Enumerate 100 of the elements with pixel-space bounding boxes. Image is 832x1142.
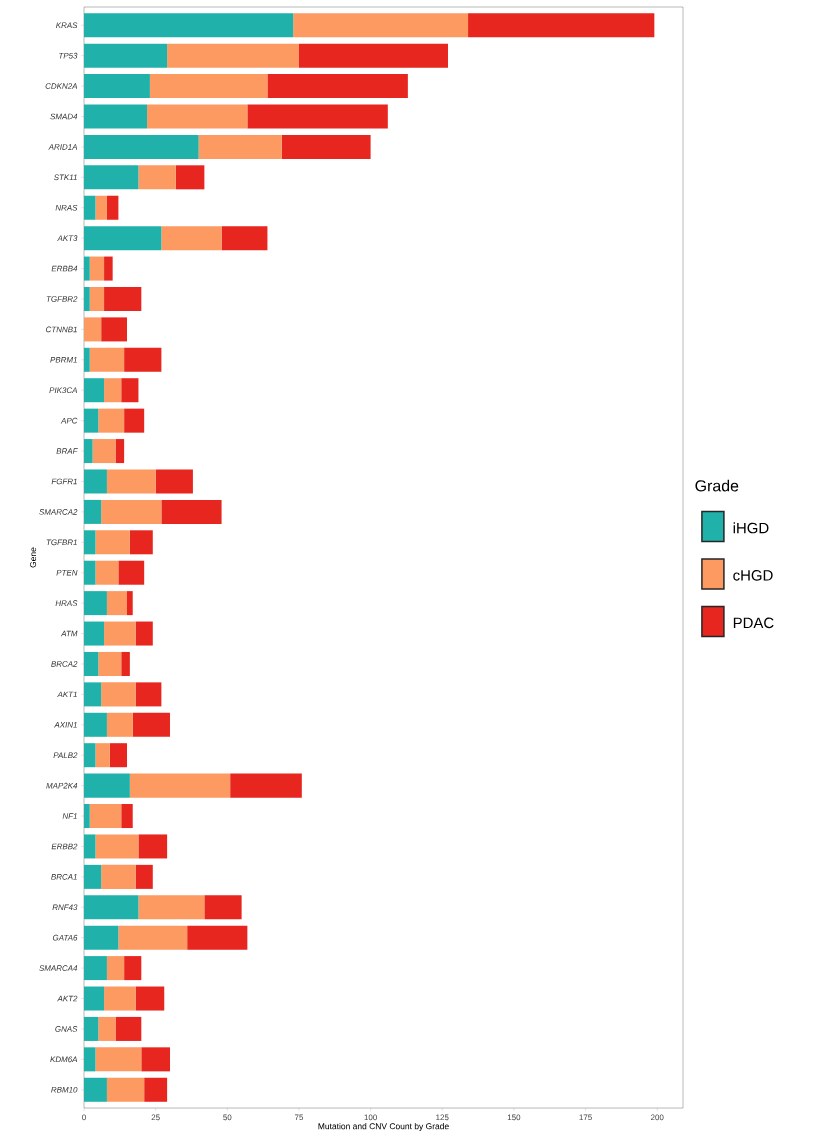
bar <box>84 651 99 676</box>
bar <box>95 834 139 859</box>
bar <box>84 104 148 129</box>
bar <box>135 682 162 707</box>
bar <box>104 286 142 311</box>
bar <box>230 773 302 798</box>
bar <box>101 864 136 889</box>
bar <box>149 74 268 99</box>
bar <box>89 256 105 281</box>
bar <box>221 226 268 251</box>
legend-title: Grade <box>695 479 739 492</box>
legend-label: PDAC <box>733 617 774 629</box>
bar <box>155 469 193 494</box>
bar <box>115 1016 142 1041</box>
bar <box>468 13 655 38</box>
bar <box>84 1016 99 1041</box>
bar <box>138 895 205 920</box>
y-axis-title: Gene <box>30 547 37 568</box>
bar <box>84 621 105 646</box>
bar <box>84 378 105 403</box>
bar <box>124 408 145 433</box>
bar <box>98 1016 116 1041</box>
bar <box>144 1077 168 1102</box>
bar <box>84 895 139 920</box>
bar <box>84 439 93 464</box>
bar <box>95 743 110 768</box>
bar <box>126 591 133 616</box>
bar <box>98 651 122 676</box>
bar <box>198 134 282 159</box>
bar <box>161 499 222 524</box>
bar <box>84 134 199 159</box>
bar <box>98 408 125 433</box>
bar <box>95 560 119 585</box>
bar <box>247 104 388 129</box>
bar <box>84 1077 107 1102</box>
bar <box>135 621 153 646</box>
bar <box>84 165 139 190</box>
bar <box>281 134 371 159</box>
bar <box>121 651 130 676</box>
bar <box>161 226 222 251</box>
bar <box>84 286 90 311</box>
bar <box>124 347 162 372</box>
bar <box>109 743 127 768</box>
bar <box>115 439 125 464</box>
bar <box>141 1047 170 1072</box>
bar <box>147 104 248 129</box>
bar <box>138 165 176 190</box>
bar <box>118 925 188 950</box>
bar <box>84 195 96 220</box>
bar <box>84 469 107 494</box>
bar <box>84 226 162 251</box>
bar <box>132 712 170 737</box>
bar <box>129 773 231 798</box>
bar <box>95 195 107 220</box>
bar <box>118 560 145 585</box>
bar <box>89 804 122 829</box>
bar <box>89 286 105 311</box>
bar <box>104 378 122 403</box>
bar <box>167 43 299 68</box>
legend-label: cHGD <box>733 570 773 581</box>
bar <box>204 895 242 920</box>
bar <box>135 864 153 889</box>
bar <box>267 74 408 99</box>
bar <box>84 834 96 859</box>
bar <box>298 43 448 68</box>
bar <box>84 43 168 68</box>
bar <box>84 74 150 99</box>
bar <box>84 864 102 889</box>
bar <box>92 439 116 464</box>
bar <box>124 956 142 981</box>
bar <box>84 956 107 981</box>
bar <box>106 195 119 220</box>
bar <box>84 804 90 829</box>
bar <box>84 682 102 707</box>
legend-label: iHGD <box>733 522 769 534</box>
bar <box>95 1047 142 1072</box>
bar <box>84 1047 96 1072</box>
bar <box>104 256 113 281</box>
bar <box>104 621 136 646</box>
bar <box>106 469 156 494</box>
bar <box>84 13 294 38</box>
bar <box>101 682 136 707</box>
bar <box>84 347 90 372</box>
bar <box>106 956 125 981</box>
bar <box>121 378 139 403</box>
bar <box>84 256 90 281</box>
bar <box>84 560 96 585</box>
bar <box>138 834 168 859</box>
bar <box>84 743 96 768</box>
bar <box>175 165 205 190</box>
bar <box>84 712 107 737</box>
bar <box>187 925 248 950</box>
bar <box>106 1077 145 1102</box>
bar <box>95 530 130 555</box>
bar <box>135 986 165 1011</box>
bar <box>121 804 133 829</box>
bar <box>84 773 130 798</box>
bar <box>84 986 105 1011</box>
bar <box>101 317 127 342</box>
bar <box>84 499 102 524</box>
